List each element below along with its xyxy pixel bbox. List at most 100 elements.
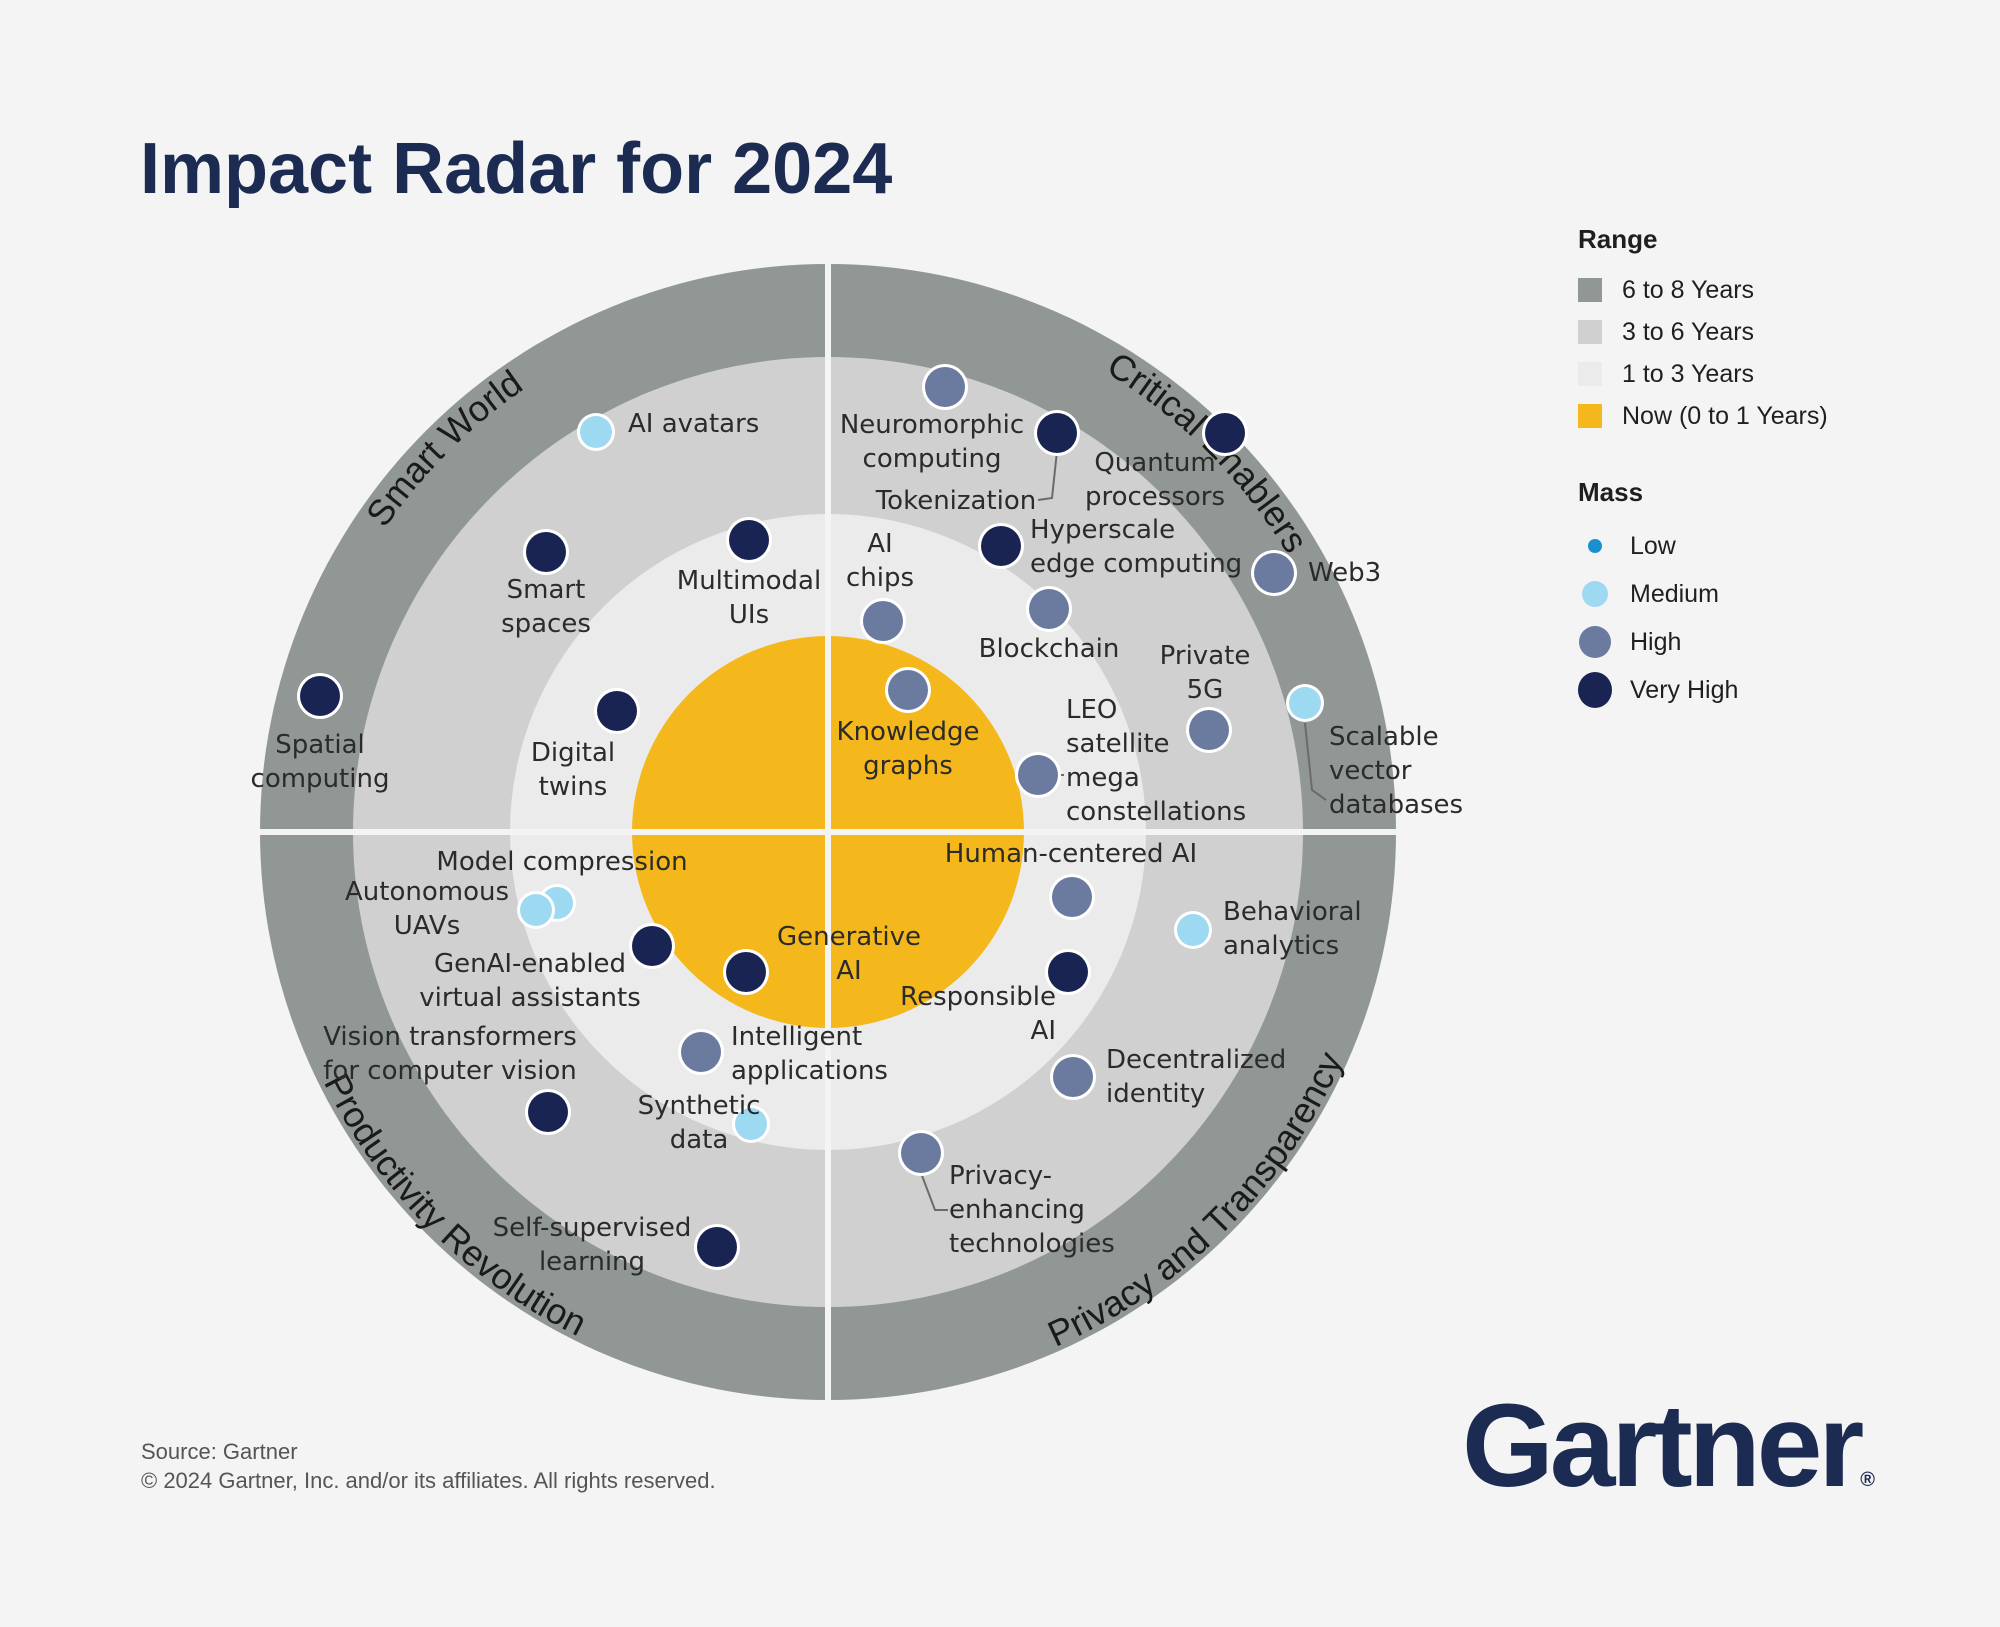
legend-range-item: Now (0 to 1 Years) (1578, 395, 1828, 437)
label-ai-avatars: AI avatars (628, 409, 759, 439)
technology-item: Synthetic data (638, 1091, 770, 1155)
label-line: Behavioral (1223, 897, 1362, 927)
legend-mass-label: Medium (1630, 579, 1719, 608)
label-line: learning (539, 1247, 645, 1277)
technology-item: Human-centered AI (945, 839, 1197, 920)
label-line: Blockchain (979, 634, 1120, 664)
dot-quantum-processors (1205, 413, 1245, 453)
dot-human-centered-ai (1052, 877, 1092, 917)
label-model-compression: Model compression (436, 847, 687, 877)
label-line: Human-centered AI (945, 839, 1197, 869)
label-line: Knowledge (837, 717, 980, 747)
legend-range-item: 3 to 6 Years (1578, 311, 1828, 353)
label-leo-satellite-mega-constellations: LEO satellite mega constellations (1066, 695, 1246, 827)
technology-item: Decentralized identity (1050, 1045, 1286, 1109)
label-hyperscale-edge-computing: Hyperscale edge computing (1030, 515, 1242, 579)
label-line: Responsible (900, 982, 1056, 1012)
legend-mass-item: Very High (1578, 666, 1828, 714)
label-line: computing (251, 764, 390, 794)
technology-item: Knowledge graphs (837, 667, 980, 781)
label-line: technologies (949, 1229, 1115, 1259)
label-multimodal-uis: Multimodal UIs (677, 566, 821, 630)
technology-item: Self-supervised learning (493, 1213, 740, 1277)
label-line: AI (867, 529, 892, 559)
dot-genai-enabled-virtual-assistants (632, 926, 672, 966)
range-swatch-3-6 (1578, 320, 1602, 344)
label-line: Spatial (275, 730, 365, 760)
footer: Source: Gartner © 2024 Gartner, Inc. and… (141, 1437, 716, 1495)
page-title: Impact Radar for 2024 (140, 129, 893, 209)
label-line: AI avatars (628, 409, 759, 439)
dot-autonomous-uavs (520, 894, 552, 926)
technology-item: Spatial computing (251, 673, 390, 794)
technology-item: Hyperscale edge computing (978, 515, 1242, 579)
label-human-centered-ai: Human-centered AI (945, 839, 1197, 869)
dot-generative-ai (726, 952, 766, 992)
technology-item: Scalable vector databases (1286, 684, 1463, 820)
label-line: Scalable (1329, 722, 1439, 752)
label-line: Digital (531, 738, 615, 768)
source-text: Source: Gartner (141, 1439, 298, 1464)
label-line: LEO (1066, 695, 1117, 725)
legend-range-heading: Range (1578, 224, 1658, 254)
label-decentralized-identity: Decentralized identity (1106, 1045, 1286, 1109)
label-line: analytics (1223, 931, 1339, 961)
technology-item: Multimodal UIs (677, 517, 821, 630)
label-line: identity (1106, 1079, 1205, 1109)
legend-mass-label: High (1630, 627, 1682, 656)
label-line: Neuromorphic (840, 410, 1024, 440)
technology-item: Neuromorphic computing (840, 364, 1024, 474)
legend-mass-label: Low (1630, 531, 1676, 560)
label-line: enhancing (949, 1195, 1085, 1225)
label-generative-ai: Generative AI (777, 922, 921, 986)
dot-vision-transformers-for-computer-vision (528, 1092, 568, 1132)
horizontal-divider (258, 829, 1398, 835)
label-spatial-computing: Spatial computing (251, 730, 390, 794)
label-vision-transformers-for-computer-vision: Vision transformers for computer vision (323, 1022, 577, 1086)
label-line: computing (863, 444, 1002, 474)
dot-multimodal-uis (729, 520, 769, 560)
label-behavioral-analytics: Behavioral analytics (1223, 897, 1362, 961)
legend-range-label: 6 to 8 Years (1622, 275, 1755, 304)
dot-spatial-computing (300, 676, 340, 716)
label-line: Vision transformers (323, 1022, 577, 1052)
legend-range-label: 1 to 3 Years (1622, 359, 1755, 388)
label-privacy-enhancing-technologies: Privacy-enhancing technologies (949, 1161, 1115, 1259)
technology-item: Generative AI (723, 922, 921, 995)
label-line: constellations (1066, 797, 1246, 827)
label-line: Model compression (436, 847, 687, 877)
label-line: Decentralized (1106, 1045, 1286, 1075)
dot-tokenization (1037, 413, 1077, 453)
label-responsible-ai: Responsible AI (900, 982, 1056, 1046)
label-knowledge-graphs: Knowledge graphs (837, 717, 980, 781)
dot-leo-satellite-mega-constellations (1018, 755, 1058, 795)
dot-intelligent-applications (681, 1032, 721, 1072)
label-line: Self-supervised (493, 1213, 692, 1243)
label-line: Tokenization (875, 486, 1037, 516)
dot-blockchain (1029, 589, 1069, 629)
leader-line (1304, 722, 1327, 801)
technology-item: Responsible AI (900, 949, 1091, 1046)
label-synthetic-data: Synthetic data (638, 1091, 761, 1155)
technology-item: LEO satellite mega constellations (1015, 695, 1246, 827)
dot-web3 (1254, 553, 1294, 593)
dot-smart-spaces (526, 532, 566, 572)
technology-item: Digital twins (531, 688, 640, 802)
dot-ai-avatars (580, 416, 612, 448)
dot-synthetic-data (735, 1108, 767, 1140)
dot-ai-chips (863, 601, 903, 641)
technology-item: Autonomous UAVs (345, 877, 555, 941)
legend-range-label: Now (0 to 1 Years) (1622, 401, 1828, 430)
technology-item: Behavioral analytics (1174, 897, 1362, 961)
label-self-supervised-learning: Self-supervised learning (493, 1213, 692, 1277)
legend-mass-heading: Mass (1578, 477, 1644, 507)
label-line: Generative (777, 922, 921, 952)
label-line: GenAI-enabled (434, 949, 626, 979)
label-blockchain: Blockchain (979, 634, 1120, 664)
range-swatch-6-8 (1578, 278, 1602, 302)
label-line: chips (846, 563, 914, 593)
dot-digital-twins (597, 691, 637, 731)
label-line: UIs (729, 600, 769, 630)
label-scalable-vector-databases: Scalable vector databases (1329, 722, 1463, 820)
technology-item: AI avatars (577, 409, 759, 451)
